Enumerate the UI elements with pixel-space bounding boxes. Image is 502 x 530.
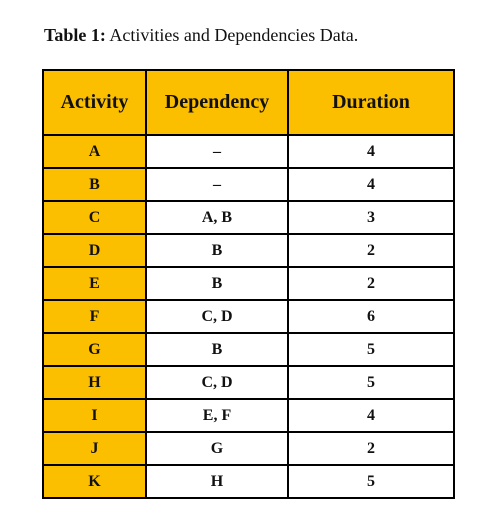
dependency-cell: H [145, 464, 289, 499]
dependency-cell: B [145, 233, 289, 268]
duration-cell: 3 [287, 200, 455, 235]
header-row: Activity Dependency Duration [42, 69, 455, 136]
duration-cell: 4 [287, 398, 455, 433]
table-row: B – 4 [42, 167, 455, 202]
table-row: K H 5 [42, 464, 455, 499]
table-row: H C, D 5 [42, 365, 455, 400]
dependency-cell: C, D [145, 299, 289, 334]
duration-cell: 5 [287, 464, 455, 499]
caption-text: Activities and Dependencies Data. [109, 25, 359, 45]
header-duration: Duration [287, 69, 455, 136]
table-row: C A, B 3 [42, 200, 455, 235]
activity-cell: C [42, 200, 147, 235]
duration-cell: 6 [287, 299, 455, 334]
duration-cell: 5 [287, 365, 455, 400]
table-row: E B 2 [42, 266, 455, 301]
header-dependency: Dependency [145, 69, 289, 136]
duration-cell: 2 [287, 233, 455, 268]
activity-cell: B [42, 167, 147, 202]
dependency-cell: B [145, 266, 289, 301]
table-row: J G 2 [42, 431, 455, 466]
duration-cell: 2 [287, 266, 455, 301]
header-activity: Activity [42, 69, 147, 136]
dependency-cell: C, D [145, 365, 289, 400]
duration-cell: 4 [287, 134, 455, 169]
activity-cell: F [42, 299, 147, 334]
duration-cell: 2 [287, 431, 455, 466]
activity-cell: G [42, 332, 147, 367]
duration-cell: 5 [287, 332, 455, 367]
dependency-cell: – [145, 167, 289, 202]
dependency-cell: E, F [145, 398, 289, 433]
dependency-cell: – [145, 134, 289, 169]
caption-label: Table 1: [44, 25, 106, 45]
table-row: I E, F 4 [42, 398, 455, 433]
table-row: A – 4 [42, 134, 455, 169]
activity-cell: H [42, 365, 147, 400]
duration-cell: 4 [287, 167, 455, 202]
activity-cell: I [42, 398, 147, 433]
table-row: D B 2 [42, 233, 455, 268]
dependency-cell: G [145, 431, 289, 466]
activity-cell: E [42, 266, 147, 301]
table-caption: Table 1: Activities and Dependencies Dat… [44, 24, 358, 46]
dependency-cell: B [145, 332, 289, 367]
dependency-cell: A, B [145, 200, 289, 235]
activity-cell: D [42, 233, 147, 268]
activities-table: Activity Dependency Duration A – 4 B – 4… [42, 69, 455, 499]
activity-cell: J [42, 431, 147, 466]
activity-cell: K [42, 464, 147, 499]
activity-cell: A [42, 134, 147, 169]
table-row: G B 5 [42, 332, 455, 367]
table-row: F C, D 6 [42, 299, 455, 334]
